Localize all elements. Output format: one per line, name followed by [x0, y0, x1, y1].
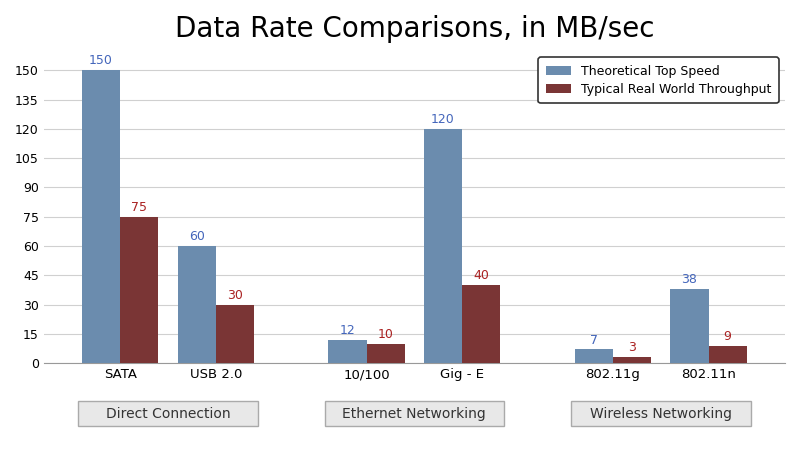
Bar [366, 344, 405, 363]
Text: 60: 60 [189, 230, 205, 243]
Text: Wireless Networking: Wireless Networking [590, 407, 732, 421]
Bar [216, 305, 254, 363]
Bar [424, 129, 462, 363]
Text: 9: 9 [724, 330, 732, 342]
Text: 10: 10 [378, 328, 394, 341]
Bar [120, 217, 158, 363]
Bar [574, 350, 613, 363]
Text: 120: 120 [431, 113, 455, 126]
Bar [178, 246, 216, 363]
Text: Ethernet Networking: Ethernet Networking [342, 407, 486, 421]
Text: 38: 38 [682, 273, 698, 286]
Bar [613, 357, 651, 363]
Text: 40: 40 [474, 269, 489, 282]
Text: 12: 12 [340, 324, 355, 337]
Bar [462, 285, 500, 363]
Text: 75: 75 [131, 201, 147, 214]
Text: Direct Connection: Direct Connection [106, 407, 230, 421]
Text: 7: 7 [590, 333, 598, 346]
Bar [82, 70, 120, 363]
Text: 150: 150 [89, 54, 113, 68]
Text: 3: 3 [628, 342, 636, 354]
Bar [709, 346, 746, 363]
Text: 30: 30 [227, 288, 242, 302]
Bar [328, 340, 366, 363]
Bar [670, 289, 709, 363]
Title: Data Rate Comparisons, in MB/sec: Data Rate Comparisons, in MB/sec [174, 15, 654, 43]
Legend: Theoretical Top Speed, Typical Real World Throughput: Theoretical Top Speed, Typical Real Worl… [538, 57, 778, 103]
